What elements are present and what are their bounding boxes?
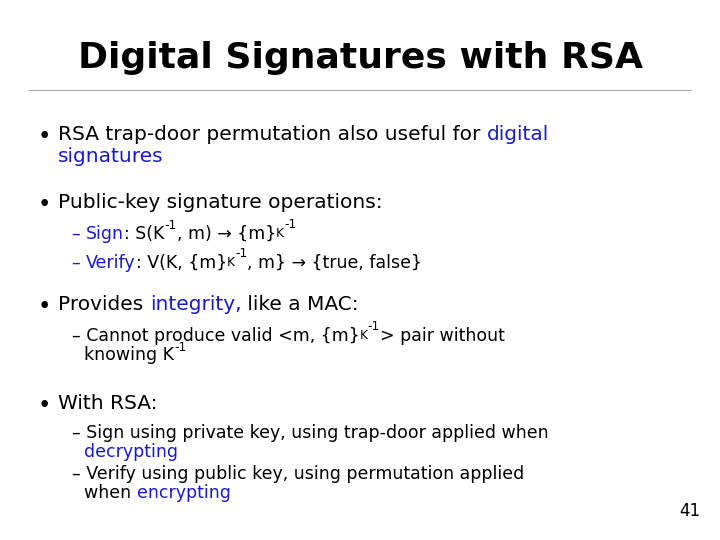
- Text: digital: digital: [487, 125, 549, 144]
- Text: K: K: [360, 329, 368, 342]
- Text: -1: -1: [368, 320, 380, 333]
- Text: Verify: Verify: [86, 254, 136, 272]
- Text: , m} → {true, false}: , m} → {true, false}: [248, 254, 423, 272]
- Text: 41: 41: [679, 502, 700, 520]
- Text: when: when: [84, 484, 137, 502]
- Text: – Sign using private key, using trap-door applied when: – Sign using private key, using trap-doo…: [72, 424, 549, 442]
- Text: signatures: signatures: [58, 147, 163, 166]
- Text: K: K: [227, 256, 235, 269]
- Text: Public-key signature operations:: Public-key signature operations:: [58, 193, 382, 212]
- Text: > pair without: > pair without: [380, 327, 505, 345]
- Text: -1: -1: [284, 218, 297, 231]
- Text: RSA trap-door permutation also useful for: RSA trap-door permutation also useful fo…: [58, 125, 487, 144]
- Text: encrypting: encrypting: [137, 484, 230, 502]
- Text: : S(K: : S(K: [125, 225, 165, 243]
- Text: , m) → {m}: , m) → {m}: [177, 225, 276, 243]
- Text: integrity,: integrity,: [150, 295, 241, 314]
- Text: -1: -1: [235, 247, 248, 260]
- Text: –: –: [72, 225, 86, 243]
- Text: knowing K: knowing K: [84, 346, 174, 364]
- Text: like a MAC:: like a MAC:: [241, 295, 359, 314]
- Text: – Cannot produce valid <m, {m}: – Cannot produce valid <m, {m}: [72, 327, 360, 345]
- Text: Digital Signatures with RSA: Digital Signatures with RSA: [78, 41, 642, 75]
- Text: •: •: [38, 125, 51, 148]
- Text: decrypting: decrypting: [84, 443, 178, 461]
- Text: Provides: Provides: [58, 295, 150, 314]
- Text: Sign: Sign: [86, 225, 125, 243]
- Text: : V(K, {m}: : V(K, {m}: [136, 254, 227, 272]
- Text: With RSA:: With RSA:: [58, 394, 158, 413]
- Text: –: –: [72, 254, 86, 272]
- Text: – Verify using public key, using permutation applied: – Verify using public key, using permuta…: [72, 465, 524, 483]
- Text: K: K: [276, 227, 284, 240]
- Text: -1: -1: [165, 219, 177, 232]
- Text: •: •: [38, 295, 51, 318]
- Text: •: •: [38, 394, 51, 417]
- Text: •: •: [38, 193, 51, 216]
- Text: -1: -1: [174, 341, 186, 354]
